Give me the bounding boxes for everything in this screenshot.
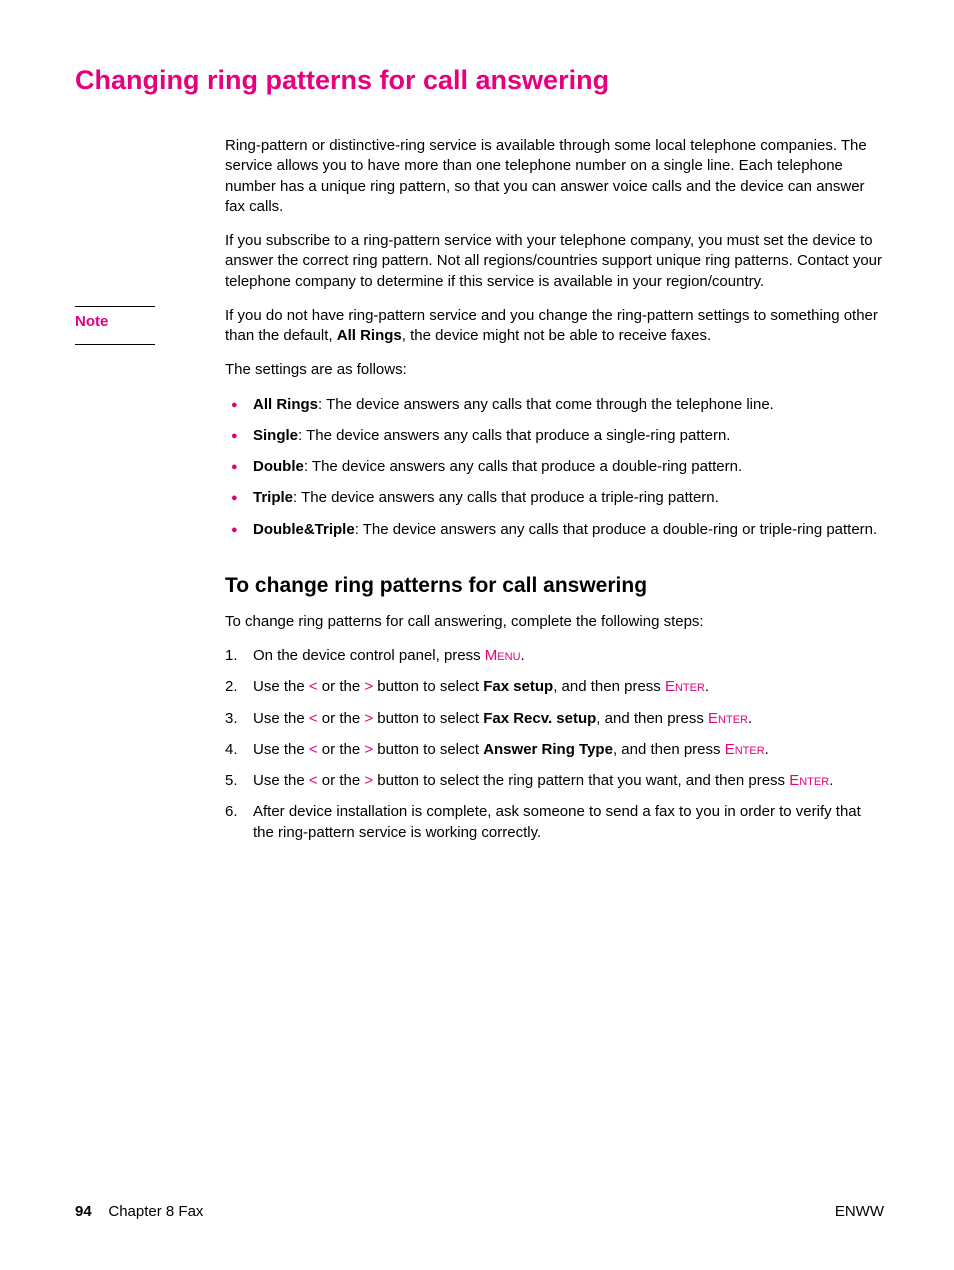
list-item: Double&Triple: The device answers any ca… — [225, 520, 884, 540]
enter-button-label: Enter — [708, 710, 748, 727]
bullet-label: Single — [253, 427, 298, 444]
step-text: or the — [318, 710, 365, 727]
step-item: Use the < or the > button to select Fax … — [225, 709, 884, 729]
steps-intro: To change ring patterns for call answeri… — [225, 612, 884, 632]
paragraph-1: Ring-pattern or distinctive-ring service… — [225, 136, 884, 217]
enter-button-label: Enter — [665, 678, 705, 695]
step-bold: Fax setup — [483, 678, 553, 695]
step-text: or the — [318, 741, 365, 758]
bullet-label: Triple — [253, 489, 293, 506]
step-bold: Fax Recv. setup — [483, 710, 596, 727]
period: . — [705, 678, 709, 695]
note-label: Note — [75, 313, 108, 330]
step-item: After device installation is complete, a… — [225, 802, 884, 843]
steps-list: On the device control panel, press Menu.… — [225, 646, 884, 843]
bullet-label: Double&Triple — [253, 521, 355, 538]
bullet-text: : The device answers any calls that prod… — [293, 489, 719, 506]
step-text: , and then press — [553, 678, 665, 695]
step-text: Use the — [253, 772, 309, 789]
note-text-bold: All Rings — [337, 327, 402, 344]
step-text: Use the — [253, 710, 309, 727]
bullet-text: : The device answers any calls that prod… — [355, 521, 878, 538]
bullet-text: : The device answers any calls that prod… — [298, 427, 730, 444]
document-page: Changing ring patterns for call answerin… — [0, 0, 954, 1270]
step-text: Use the — [253, 678, 309, 695]
chapter-label: Chapter 8 Fax — [108, 1203, 203, 1220]
list-item: Single: The device answers any calls tha… — [225, 426, 884, 446]
menu-button-label: Menu — [485, 647, 521, 664]
step-text: or the — [318, 772, 365, 789]
lt-button-label: < — [309, 678, 318, 695]
step-text: button to select — [373, 741, 483, 758]
paragraph-2: If you subscribe to a ring-pattern servi… — [225, 231, 884, 292]
step-text: Use the — [253, 741, 309, 758]
note-text-post: , the device might not be able to receiv… — [402, 327, 711, 344]
step-item: Use the < or the > button to select Fax … — [225, 677, 884, 697]
gt-button-label: > — [364, 710, 373, 727]
step-text: or the — [318, 678, 365, 695]
language-code: ENWW — [835, 1203, 884, 1220]
page-title: Changing ring patterns for call answerin… — [75, 65, 884, 96]
note-label-column: Note — [75, 306, 225, 345]
list-item: Double: The device answers any calls tha… — [225, 457, 884, 477]
list-item: Triple: The device answers any calls tha… — [225, 488, 884, 508]
step-item: Use the < or the > button to select Answ… — [225, 740, 884, 760]
step-text: button to select — [373, 710, 483, 727]
step-text: button to select the ring pattern that y… — [373, 772, 789, 789]
step-bold: Answer Ring Type — [483, 741, 613, 758]
period: . — [521, 647, 525, 664]
step-text: On the device control panel, press — [253, 647, 485, 664]
gt-button-label: > — [364, 741, 373, 758]
enter-button-label: Enter — [725, 741, 765, 758]
subheading: To change ring patterns for call answeri… — [225, 574, 884, 598]
step-item: Use the < or the > button to select the … — [225, 771, 884, 791]
page-footer: 94 Chapter 8 Fax ENWW — [75, 1203, 884, 1220]
settings-list: All Rings: The device answers any calls … — [225, 395, 884, 540]
step-text: , and then press — [596, 710, 708, 727]
note-rule-top — [75, 306, 155, 307]
note-rule-bottom — [75, 344, 155, 345]
bullet-text: : The device answers any calls that prod… — [304, 458, 742, 475]
intro-block: Ring-pattern or distinctive-ring service… — [225, 136, 884, 292]
bullet-label: Double — [253, 458, 304, 475]
note-body: If you do not have ring-pattern service … — [225, 306, 884, 347]
enter-button-label: Enter — [789, 772, 829, 789]
gt-button-label: > — [364, 678, 373, 695]
list-item: All Rings: The device answers any calls … — [225, 395, 884, 415]
period: . — [829, 772, 833, 789]
bullet-label: All Rings — [253, 396, 318, 413]
settings-block: The settings are as follows: All Rings: … — [225, 360, 884, 843]
step-text: , and then press — [613, 741, 725, 758]
lt-button-label: < — [309, 772, 318, 789]
lt-button-label: < — [309, 741, 318, 758]
page-number: 94 — [75, 1203, 92, 1220]
note-block: Note If you do not have ring-pattern ser… — [75, 306, 884, 347]
step-text: After device installation is complete, a… — [253, 803, 861, 840]
lt-button-label: < — [309, 710, 318, 727]
period: . — [748, 710, 752, 727]
period: . — [765, 741, 769, 758]
footer-left: 94 Chapter 8 Fax — [75, 1203, 203, 1220]
footer-right: ENWW — [835, 1203, 884, 1220]
gt-button-label: > — [364, 772, 373, 789]
step-text: button to select — [373, 678, 483, 695]
bullet-text: : The device answers any calls that come… — [318, 396, 774, 413]
settings-intro: The settings are as follows: — [225, 360, 884, 380]
step-item: On the device control panel, press Menu. — [225, 646, 884, 666]
